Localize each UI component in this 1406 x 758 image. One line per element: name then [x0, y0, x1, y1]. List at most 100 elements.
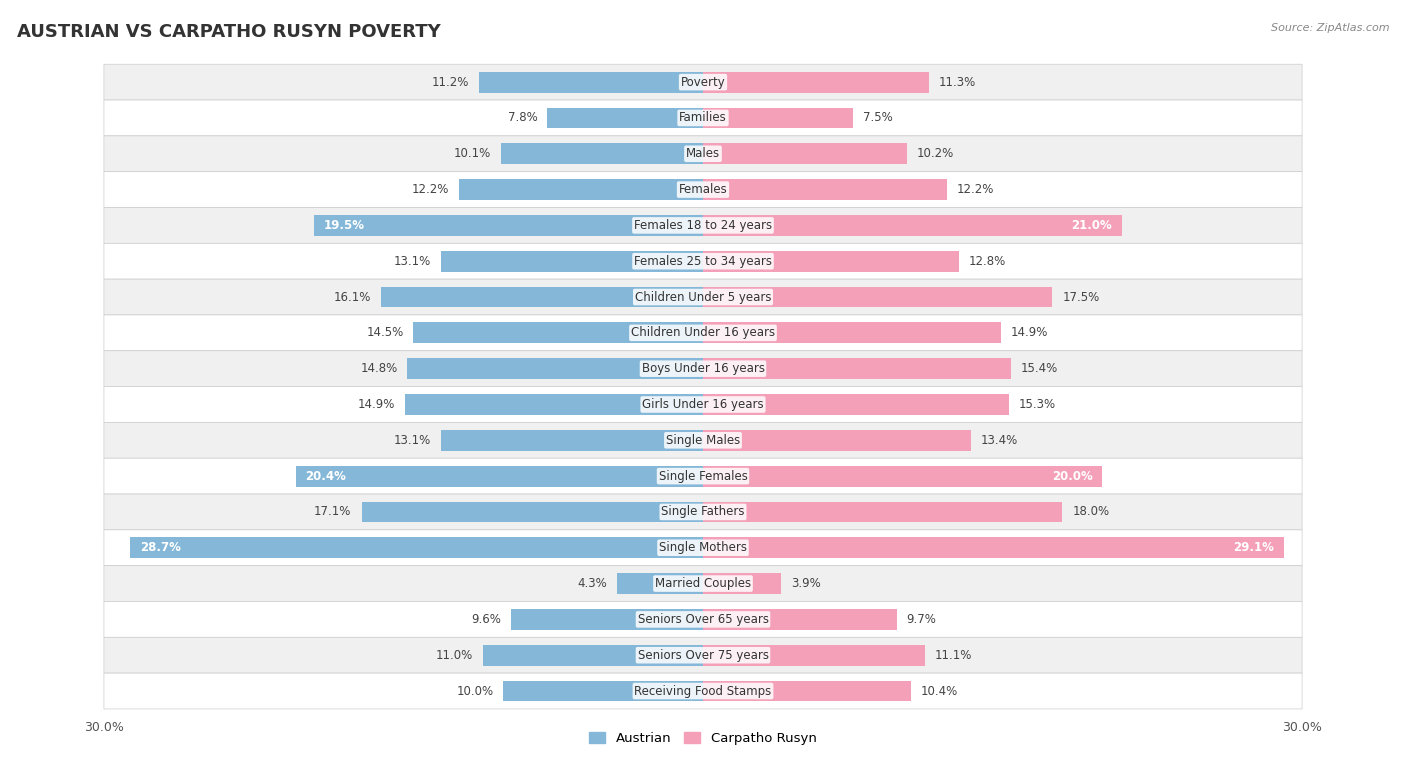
- Text: 14.5%: 14.5%: [366, 327, 404, 340]
- Text: Females 18 to 24 years: Females 18 to 24 years: [634, 219, 772, 232]
- FancyBboxPatch shape: [104, 208, 1302, 243]
- Text: 10.4%: 10.4%: [921, 684, 957, 697]
- FancyBboxPatch shape: [104, 565, 1302, 602]
- Text: 11.0%: 11.0%: [436, 649, 474, 662]
- Text: Single Males: Single Males: [666, 434, 740, 446]
- FancyBboxPatch shape: [104, 64, 1302, 100]
- Legend: Austrian, Carpatho Rusyn: Austrian, Carpatho Rusyn: [589, 731, 817, 745]
- Text: 16.1%: 16.1%: [335, 290, 371, 303]
- FancyBboxPatch shape: [104, 459, 1302, 494]
- Text: 21.0%: 21.0%: [1071, 219, 1112, 232]
- Text: 11.3%: 11.3%: [939, 76, 976, 89]
- FancyBboxPatch shape: [104, 422, 1302, 459]
- FancyBboxPatch shape: [104, 673, 1302, 709]
- Bar: [703, 108, 853, 128]
- Bar: [408, 359, 703, 379]
- Bar: [703, 322, 1001, 343]
- Text: Females: Females: [679, 183, 727, 196]
- Bar: [512, 609, 703, 630]
- FancyBboxPatch shape: [104, 351, 1302, 387]
- Text: 11.1%: 11.1%: [935, 649, 972, 662]
- Text: Children Under 16 years: Children Under 16 years: [631, 327, 775, 340]
- Text: 3.9%: 3.9%: [790, 577, 821, 590]
- Text: 7.8%: 7.8%: [508, 111, 537, 124]
- Bar: [703, 502, 1063, 522]
- Bar: [503, 681, 703, 701]
- Text: 13.4%: 13.4%: [980, 434, 1018, 446]
- Bar: [703, 251, 959, 271]
- Text: Poverty: Poverty: [681, 76, 725, 89]
- FancyBboxPatch shape: [104, 494, 1302, 530]
- Text: Married Couples: Married Couples: [655, 577, 751, 590]
- Text: 11.2%: 11.2%: [432, 76, 470, 89]
- Text: 20.4%: 20.4%: [305, 470, 346, 483]
- Bar: [703, 359, 1011, 379]
- Bar: [703, 179, 946, 200]
- Text: 19.5%: 19.5%: [323, 219, 364, 232]
- Bar: [617, 573, 703, 594]
- Text: Seniors Over 75 years: Seniors Over 75 years: [637, 649, 769, 662]
- Text: Receiving Food Stamps: Receiving Food Stamps: [634, 684, 772, 697]
- Text: 14.9%: 14.9%: [359, 398, 395, 411]
- Bar: [703, 681, 911, 701]
- Bar: [547, 108, 703, 128]
- Bar: [703, 573, 780, 594]
- Text: 9.7%: 9.7%: [907, 613, 936, 626]
- FancyBboxPatch shape: [104, 530, 1302, 565]
- Text: Seniors Over 65 years: Seniors Over 65 years: [637, 613, 769, 626]
- Text: Families: Families: [679, 111, 727, 124]
- Bar: [703, 394, 1008, 415]
- Bar: [703, 287, 1053, 308]
- Text: 10.0%: 10.0%: [456, 684, 494, 697]
- Text: 20.0%: 20.0%: [1052, 470, 1092, 483]
- Text: Single Fathers: Single Fathers: [661, 506, 745, 518]
- Text: Single Females: Single Females: [658, 470, 748, 483]
- Bar: [413, 322, 703, 343]
- Text: Males: Males: [686, 147, 720, 160]
- Bar: [405, 394, 703, 415]
- Text: 18.0%: 18.0%: [1073, 506, 1109, 518]
- Text: 7.5%: 7.5%: [863, 111, 893, 124]
- Text: 13.1%: 13.1%: [394, 434, 432, 446]
- Bar: [441, 430, 703, 451]
- Bar: [361, 502, 703, 522]
- Text: 17.5%: 17.5%: [1063, 290, 1099, 303]
- FancyBboxPatch shape: [104, 171, 1302, 208]
- FancyBboxPatch shape: [104, 100, 1302, 136]
- FancyBboxPatch shape: [104, 387, 1302, 422]
- Bar: [479, 72, 703, 92]
- Bar: [703, 143, 907, 164]
- FancyBboxPatch shape: [104, 637, 1302, 673]
- Text: 4.3%: 4.3%: [578, 577, 607, 590]
- Text: 14.9%: 14.9%: [1011, 327, 1047, 340]
- FancyBboxPatch shape: [104, 315, 1302, 351]
- Text: Females 25 to 34 years: Females 25 to 34 years: [634, 255, 772, 268]
- FancyBboxPatch shape: [104, 243, 1302, 279]
- Text: 12.2%: 12.2%: [956, 183, 994, 196]
- FancyBboxPatch shape: [104, 602, 1302, 637]
- Bar: [314, 215, 703, 236]
- Text: 15.4%: 15.4%: [1021, 362, 1057, 375]
- Bar: [129, 537, 703, 558]
- Text: Source: ZipAtlas.com: Source: ZipAtlas.com: [1271, 23, 1389, 33]
- Text: 29.1%: 29.1%: [1233, 541, 1274, 554]
- Text: 12.2%: 12.2%: [412, 183, 450, 196]
- Text: 28.7%: 28.7%: [139, 541, 181, 554]
- Text: 14.8%: 14.8%: [360, 362, 398, 375]
- Text: 12.8%: 12.8%: [969, 255, 1005, 268]
- Text: 10.1%: 10.1%: [454, 147, 491, 160]
- Bar: [703, 215, 1122, 236]
- Bar: [703, 609, 897, 630]
- Bar: [381, 287, 703, 308]
- Text: 10.2%: 10.2%: [917, 147, 953, 160]
- Bar: [703, 645, 925, 666]
- Bar: [441, 251, 703, 271]
- Bar: [703, 430, 970, 451]
- Text: 9.6%: 9.6%: [471, 613, 502, 626]
- FancyBboxPatch shape: [104, 279, 1302, 315]
- Text: Girls Under 16 years: Girls Under 16 years: [643, 398, 763, 411]
- Text: 17.1%: 17.1%: [314, 506, 352, 518]
- Bar: [703, 465, 1102, 487]
- Bar: [703, 537, 1284, 558]
- Text: 13.1%: 13.1%: [394, 255, 432, 268]
